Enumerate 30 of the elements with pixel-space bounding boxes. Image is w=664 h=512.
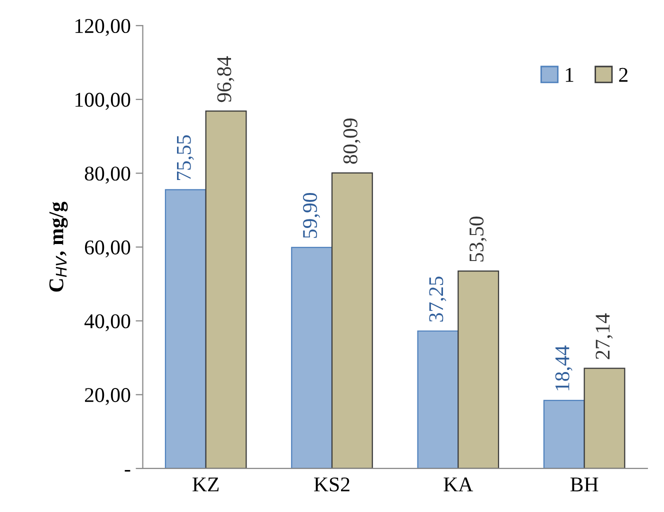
data-label: 59,90 [302,192,320,238]
y-tick-label: 100,00 [75,92,130,110]
legend-label: 1 [566,68,574,82]
x-tick-label: KS2 [314,477,350,492]
y-axis-title: C$_{HV}$, mg/g [49,202,68,292]
bar [584,368,626,468]
x-tick-label: KZ [192,478,219,492]
y-tick-label: 40,00 [84,314,130,332]
bar [458,270,500,468]
bar [331,172,373,468]
data-label: 75,55 [177,135,194,180]
y-tick-label: - [124,470,130,472]
data-label: 96,84 [217,56,234,102]
y-tick-label: 60,00 [84,240,130,258]
bar [164,189,206,468]
data-label: 53,50 [470,216,487,262]
data-label: 80,09 [343,118,360,164]
bar [205,110,247,468]
y-tick-label: 80,00 [84,166,130,184]
x-tick-label: BH [570,478,598,492]
legend-label: 2 [619,68,628,82]
y-tick-label: 120,00 [75,18,130,36]
data-label: 27,14 [596,313,613,360]
bar [417,330,459,468]
data-label: 37,25 [429,276,446,322]
y-tick-label: 20,00 [84,388,130,406]
x-tick-label: KA [444,478,474,492]
data-label: 18,44 [555,346,572,390]
bar [291,246,333,468]
bar [543,400,585,468]
